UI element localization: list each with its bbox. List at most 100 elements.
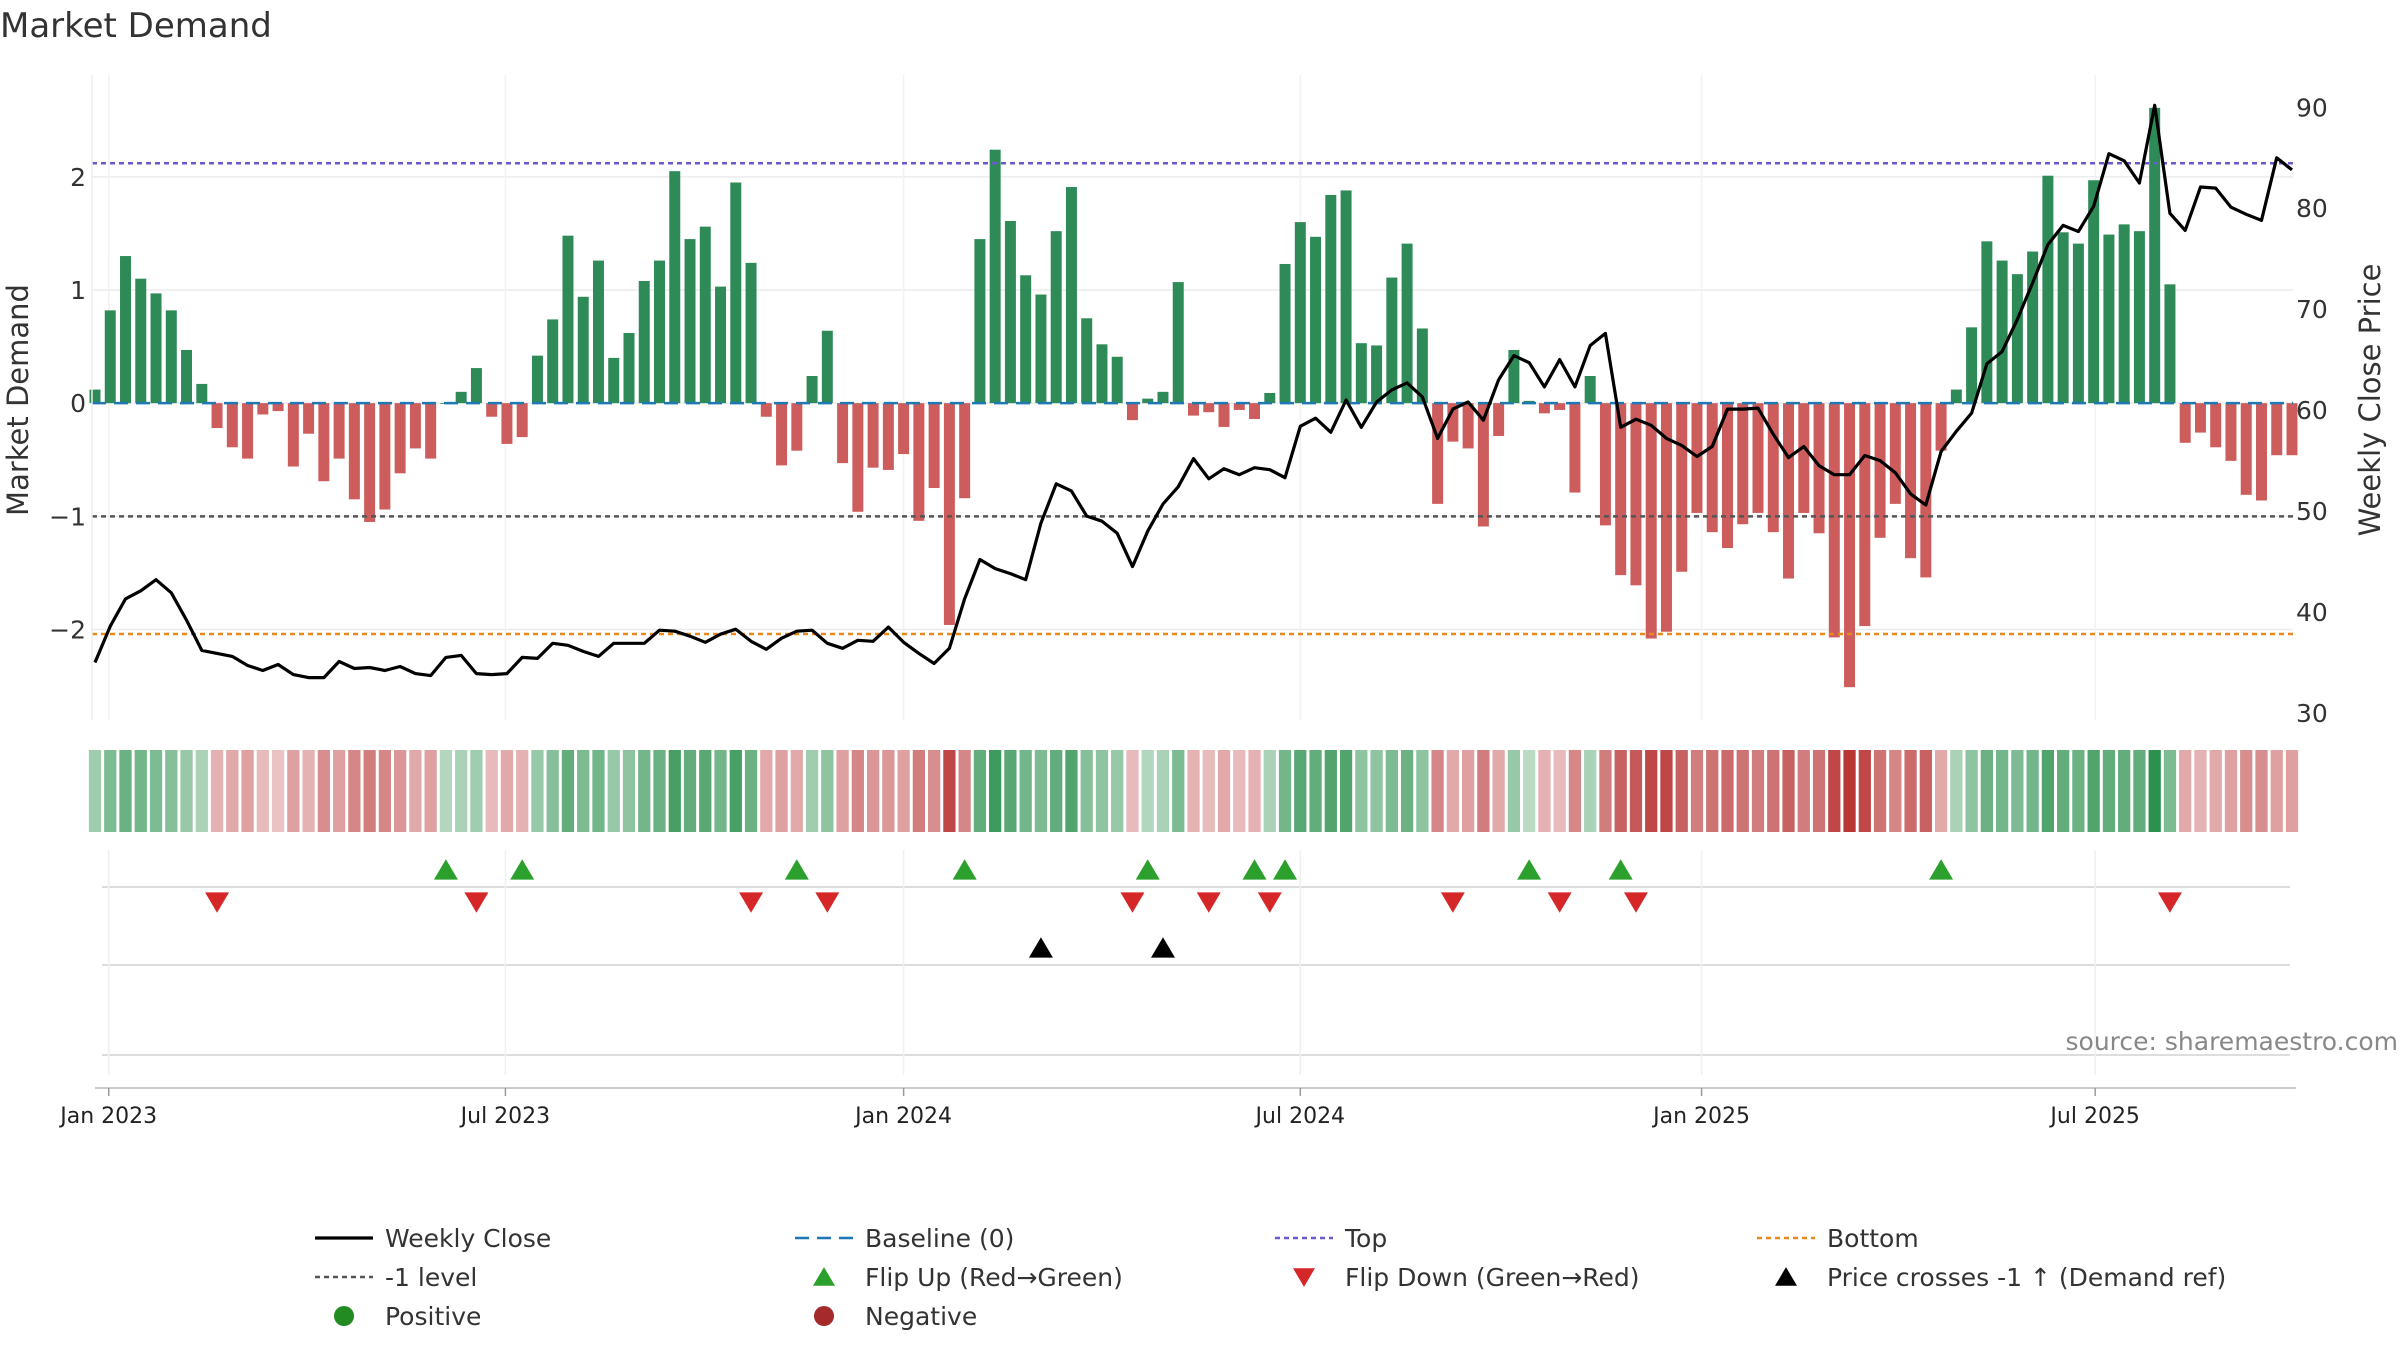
heat-strip-cell (882, 750, 895, 832)
heat-strip-cell (1858, 750, 1871, 832)
demand-bar (165, 310, 177, 404)
heat-strip-cell (607, 750, 620, 832)
heat-strip-cell (1492, 750, 1505, 832)
heat-strip-cell (1278, 750, 1292, 832)
demand-bar (150, 293, 162, 404)
demand-bar (1111, 356, 1123, 404)
flip-up-marker (1517, 859, 1542, 880)
x-tick-label: Jul 2024 (1254, 1104, 1346, 1129)
legend-triangle-up-swatch (1775, 1267, 1797, 1286)
flip-up-marker (433, 859, 458, 880)
heat-strip-cell (485, 750, 498, 832)
heat-strip-cell (989, 750, 1002, 832)
heat-strip-cell (1156, 750, 1170, 832)
demand-bar (1645, 403, 1657, 639)
demand-bar (1950, 389, 1962, 404)
demand-bar (2225, 403, 2237, 461)
demand-bar (2240, 403, 2252, 495)
flip-up-marker (1135, 859, 1160, 880)
flip-down-marker (1623, 892, 1648, 913)
demand-bar (776, 403, 788, 466)
chart-title: Market Demand (0, 6, 272, 46)
demand-bar (2164, 284, 2176, 404)
heat-strip-cell (317, 750, 330, 832)
heat-strip-cell (1507, 750, 1521, 832)
demand-bar (1493, 403, 1505, 436)
heat-strip-cell (1050, 750, 1063, 832)
heat-strip-cell (2087, 750, 2100, 832)
demand-bar (1767, 403, 1779, 533)
demand-bar (806, 376, 818, 404)
heat-strip-cell (1767, 750, 1780, 832)
heat-strip-cell (1843, 750, 1856, 832)
heat-strip-cell (928, 750, 941, 832)
heat-strip-cell (805, 750, 819, 832)
demand-bar (837, 403, 849, 464)
flip-up-marker (1242, 859, 1267, 880)
demand-bar (1325, 194, 1337, 404)
price-cross-marker (1150, 937, 1175, 958)
heat-strip-cell (1172, 750, 1185, 832)
demand-bar (1874, 403, 1886, 538)
heat-strip-cell (790, 750, 803, 832)
demand-bar (516, 403, 528, 438)
legend-label: Flip Down (Green→Red) (1345, 1263, 1640, 1292)
heat-strip-cell (2179, 750, 2192, 832)
demand-bar (1249, 403, 1261, 419)
heat-strip-cell (2148, 750, 2161, 832)
heat-strip-cell (470, 750, 483, 832)
demand-bar (745, 262, 757, 404)
flip-down-marker (205, 892, 230, 913)
heat-strip-cell (577, 750, 590, 832)
demand-bar (1538, 403, 1550, 414)
y2-tick-label: 60 (2296, 396, 2328, 425)
heat-strip-cell (1294, 750, 1307, 832)
demand-bar (1676, 403, 1688, 572)
y-tick-label: −2 (49, 615, 86, 644)
y-axis-label: Market Demand (1, 284, 35, 516)
demand-bar (1264, 392, 1276, 404)
heat-strip-cell (1828, 750, 1841, 832)
demand-bar (1447, 403, 1459, 442)
demand-bar (2271, 403, 2283, 456)
heat-strip-cell (2072, 750, 2085, 832)
demand-bar (486, 403, 498, 417)
heat-strip-cell (1370, 750, 1383, 832)
heat-strip-cell (455, 750, 468, 832)
heat-strip-cell (2041, 750, 2055, 832)
heat-strip-cell (241, 750, 254, 832)
heat-strip-cell (943, 750, 956, 832)
demand-bar (1599, 403, 1611, 526)
heat-strip-cell (1721, 750, 1734, 832)
heat-strip-cell (1431, 750, 1444, 832)
flip-up-marker (1929, 859, 1954, 880)
demand-bar (1508, 349, 1520, 404)
legend-label: Flip Up (Red→Green) (865, 1263, 1123, 1292)
demand-bar (699, 226, 711, 404)
demand-bar (1905, 403, 1917, 559)
demand-bar (2088, 180, 2100, 404)
demand-bar (2103, 234, 2115, 404)
demand-bar (1203, 403, 1215, 413)
demand-bar (242, 403, 254, 459)
demand-bar (1386, 277, 1398, 404)
demand-bar (1706, 403, 1718, 533)
heat-strip-cell (897, 750, 910, 832)
heat-strip-cell (226, 750, 239, 832)
heat-strip-cell (683, 750, 697, 832)
demand-bar (1752, 403, 1764, 513)
heat-strip-cell (1202, 750, 1215, 832)
heat-strip-cell (271, 750, 285, 832)
y2-tick-label: 30 (2296, 699, 2328, 728)
y-tick-label: 2 (70, 163, 86, 192)
heat-strip-cell (1339, 750, 1353, 832)
demand-bar (1584, 376, 1596, 404)
heat-strip-cell (622, 750, 636, 832)
demand-bar (654, 260, 665, 404)
demand-bar (638, 280, 650, 404)
demand-bar (1844, 403, 1856, 688)
demand-bar (196, 383, 208, 404)
demand-bar (1035, 294, 1047, 404)
demand-bar (1081, 318, 1093, 404)
demand-bar (1462, 403, 1474, 449)
